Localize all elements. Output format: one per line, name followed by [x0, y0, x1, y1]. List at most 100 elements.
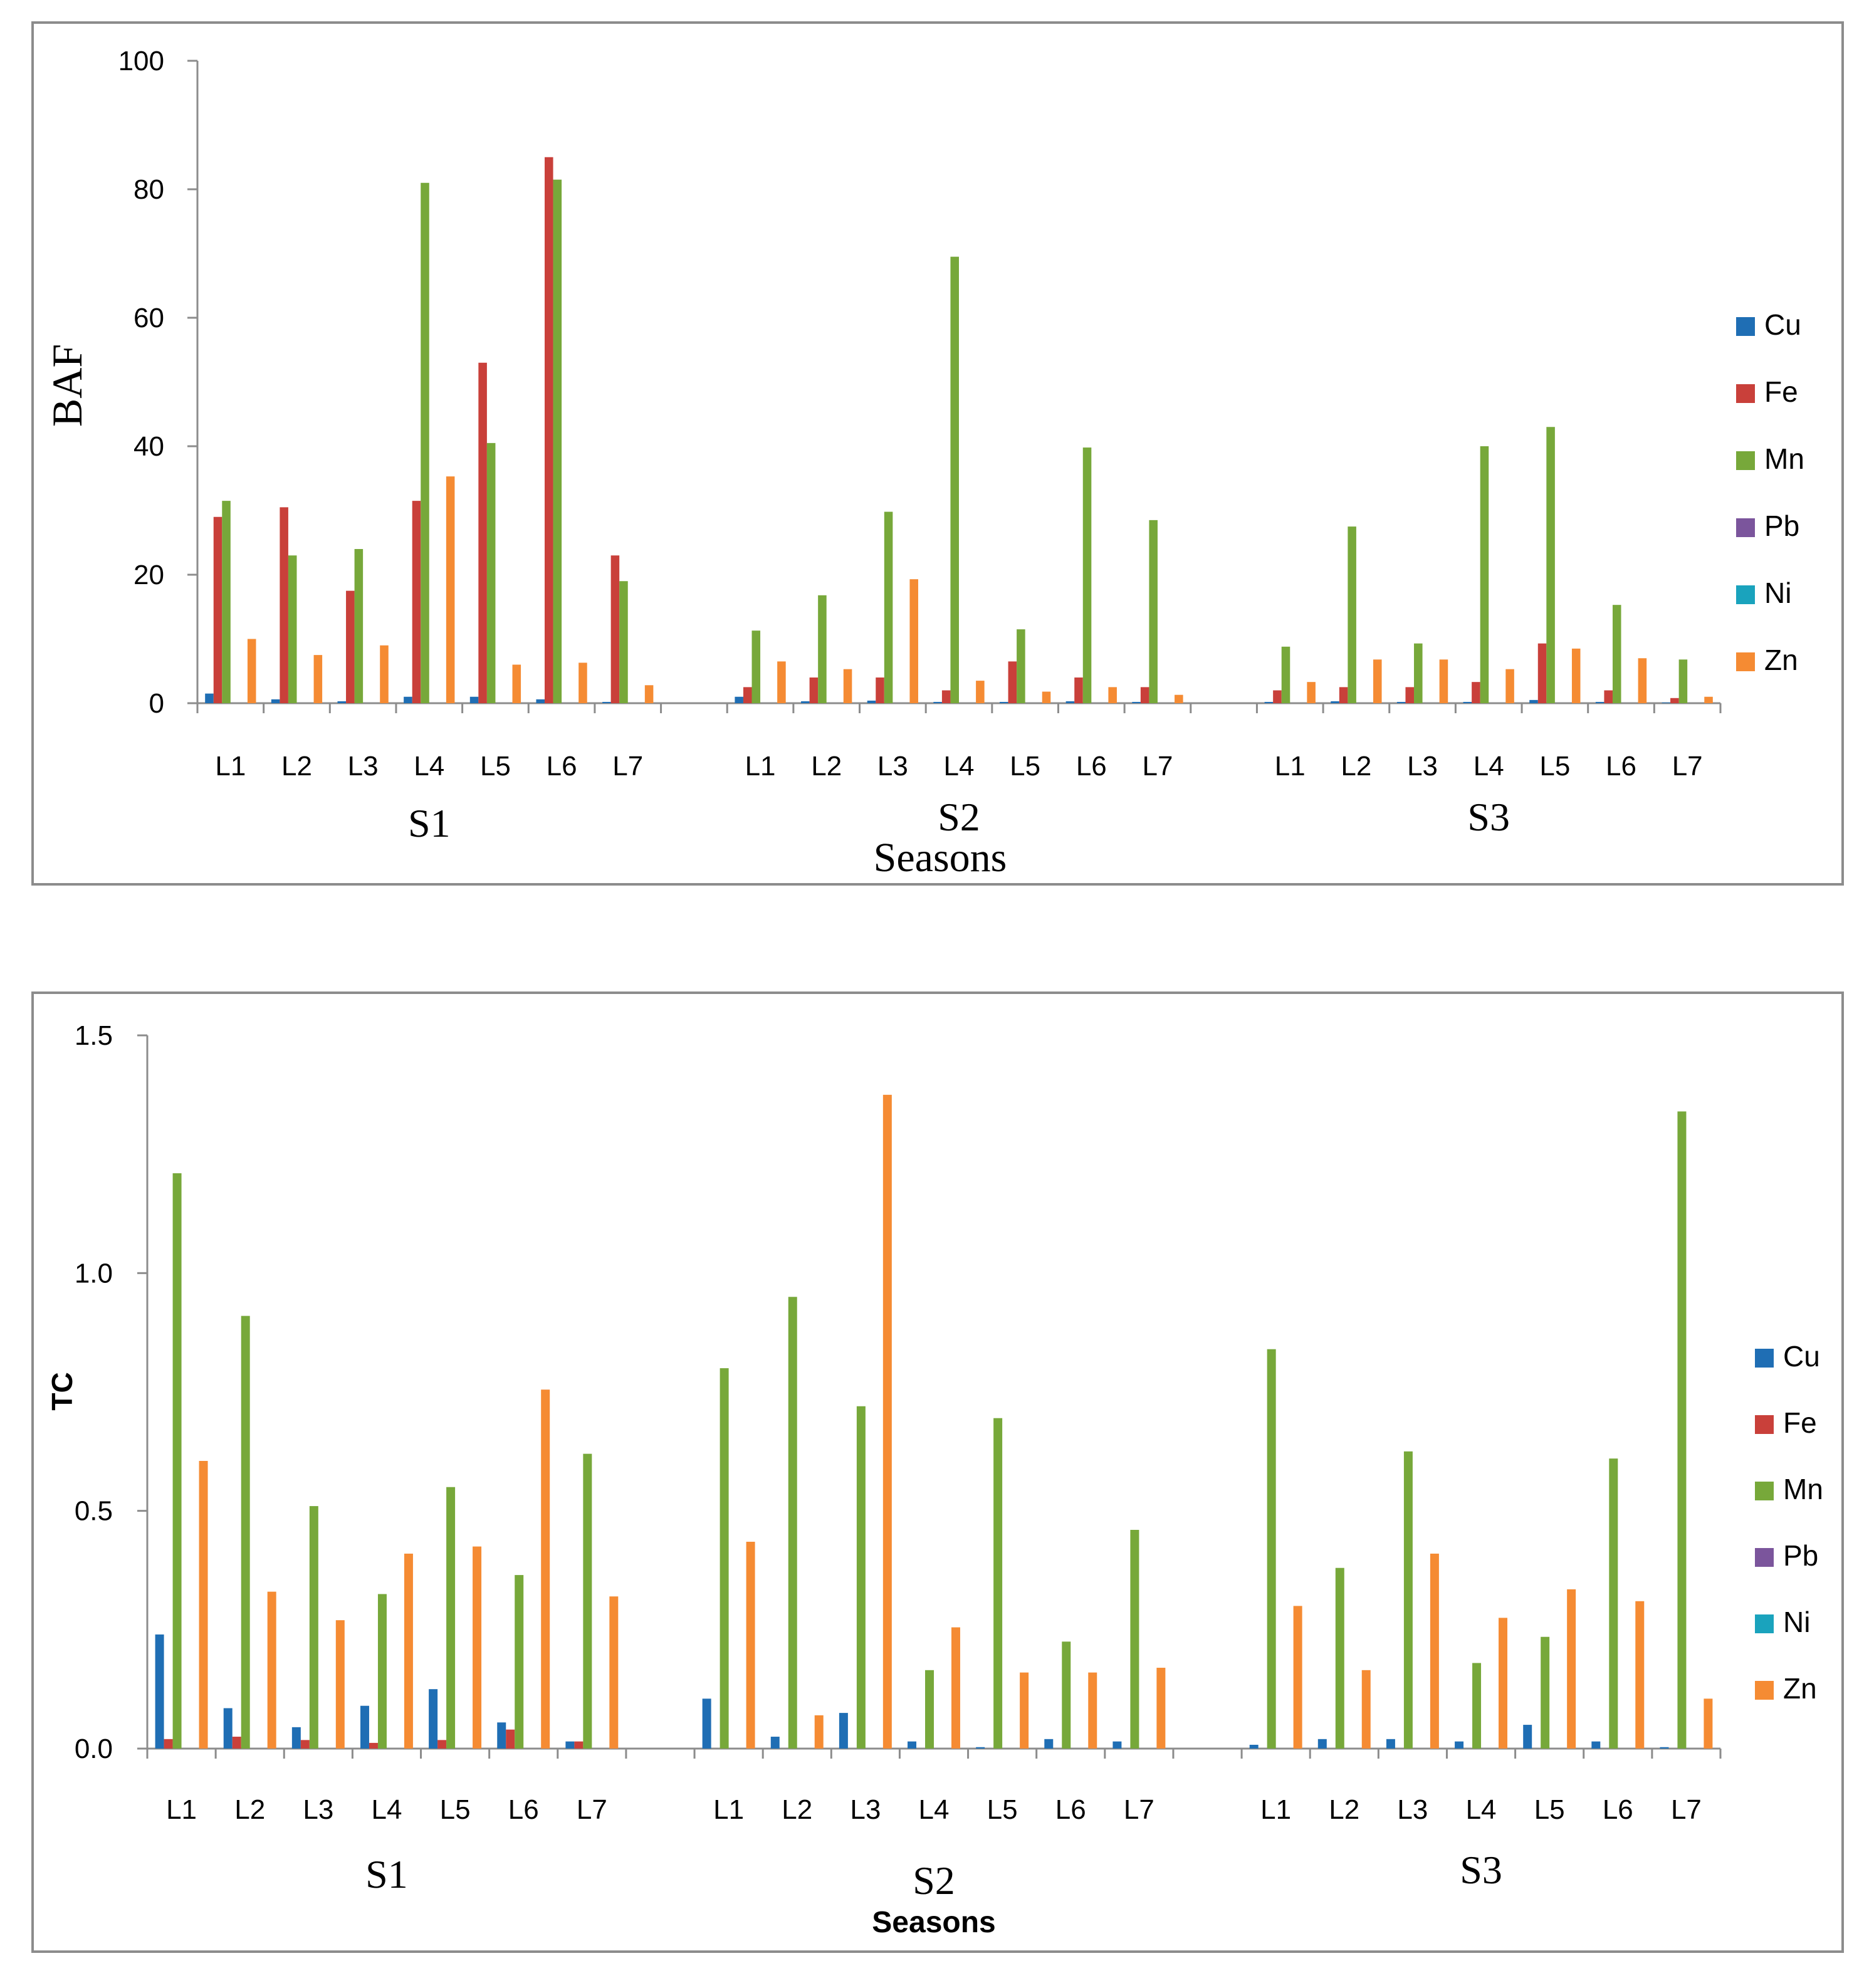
legend-label-pb: Pb: [1783, 1539, 1818, 1572]
x-category-label: L5: [480, 751, 511, 782]
x-category-label: L3: [1397, 1794, 1428, 1825]
bar-fe-s2-l2: [809, 677, 819, 703]
x-category-label: L3: [877, 751, 908, 782]
x-category-label: L7: [1142, 751, 1173, 782]
bar-mn-s2-l6: [1062, 1641, 1071, 1749]
bar-mn-s1-l3: [354, 549, 364, 703]
bar-mn-s2-l1: [751, 630, 761, 703]
bar-mn-s3-l6: [1612, 605, 1621, 703]
bar-zn-s1-l2: [313, 655, 323, 703]
y-tick-label: 1.0: [75, 1258, 113, 1289]
bar-cu-s3-l5: [1523, 1725, 1532, 1749]
bar-mn-s2-l3: [884, 511, 893, 703]
bar-zn-s2-l5: [1042, 691, 1051, 703]
bar-cu-s3-l4: [1463, 701, 1472, 703]
bar-fe-s3-l1: [1273, 690, 1282, 703]
bar-zn-s2-l2: [843, 669, 852, 703]
bar-mn-s1-l6: [553, 179, 562, 703]
legend-label-zn: Zn: [1783, 1672, 1817, 1705]
bar-zn-s2-l5: [1020, 1672, 1029, 1749]
bar-cu-s1-l7: [565, 1741, 575, 1749]
bar-zn-s1-l4: [446, 476, 455, 703]
legend-swatch-pb: [1736, 518, 1755, 537]
bar-cu-s3-l2: [1331, 701, 1339, 703]
bar-fe-s2-l6: [1074, 677, 1083, 703]
legend-label-ni: Ni: [1764, 577, 1791, 609]
bar-fe-s2-l4: [941, 690, 951, 703]
bar-mn-s3-l1: [1267, 1349, 1276, 1749]
baf-chart-frame: [31, 21, 1844, 886]
legend-swatch-ni: [1755, 1614, 1774, 1633]
bar-fe-s2-l7: [1140, 687, 1149, 703]
tc-y-axis-label: TC: [46, 1372, 78, 1410]
bar-zn-s1-l6: [541, 1389, 550, 1749]
bar-zn-s2-l3: [882, 1094, 892, 1749]
bar-cu-s1-l5: [469, 696, 479, 703]
y-tick-label: 60: [133, 303, 164, 333]
bar-zn-s1-l5: [512, 664, 521, 703]
bar-zn-s3-l7: [1704, 696, 1713, 703]
x-category-label: L6: [1055, 1794, 1086, 1825]
legend-label-zn: Zn: [1764, 644, 1798, 676]
bar-cu-s1-l1: [155, 1634, 164, 1749]
legend-label-fe: Fe: [1783, 1406, 1817, 1439]
legend-swatch-zn: [1736, 652, 1755, 671]
bar-mn-s1-l6: [515, 1575, 524, 1749]
bar-mn-s1-l1: [172, 1173, 182, 1749]
x-category-label: L1: [1260, 1794, 1291, 1825]
x-category-label: L1: [745, 751, 776, 782]
bar-zn-s1-l3: [335, 1620, 345, 1749]
bar-zn-s1-l4: [404, 1553, 413, 1749]
bar-mn-s3-l2: [1335, 1567, 1344, 1749]
bar-fe-s1-l6: [544, 157, 553, 703]
bar-mn-s2-l1: [720, 1368, 729, 1749]
legend-label-pb: Pb: [1764, 510, 1799, 542]
group-label: S3: [1467, 795, 1510, 839]
x-category-label: L2: [1341, 751, 1371, 782]
bar-zn-s2-l7: [1175, 694, 1183, 703]
bar-mn-s3-l1: [1281, 646, 1290, 703]
bar-cu-s3-l1: [1249, 1744, 1259, 1749]
bar-mn-s2-l6: [1082, 447, 1092, 703]
group-label: S1: [408, 801, 451, 845]
bar-cu-s1-l3: [337, 701, 347, 703]
x-category-label: L6: [547, 751, 577, 782]
x-category-label: L2: [281, 751, 312, 782]
y-tick-label: 0.0: [75, 1734, 113, 1764]
legend-swatch-pb: [1755, 1548, 1774, 1567]
bar-fe-s1-l3: [346, 590, 355, 703]
bar-cu-s2-l6: [1044, 1739, 1054, 1749]
tc-x-axis-title: Seasons: [872, 1906, 995, 1939]
legend-swatch-fe: [1755, 1415, 1774, 1434]
bar-zn-s2-l3: [909, 579, 918, 703]
bar-zn-s2-l6: [1088, 1672, 1097, 1749]
bar-zn-s2-l1: [746, 1541, 755, 1749]
tc-plot-area: 0.0 0.5 1.0 1.5 L1 L2 L3 L4 L5 L6 L7 S1 L1 L2 L3 L4 L5 L6…: [75, 1020, 1823, 1903]
bar-fe-s1-l5: [478, 362, 487, 703]
x-category-label: L3: [348, 751, 379, 782]
x-category-label: L1: [713, 1794, 744, 1825]
bar-cu-s2-l7: [1112, 1741, 1122, 1749]
x-category-label: L3: [850, 1794, 881, 1825]
legend-label-cu: Cu: [1764, 308, 1801, 341]
bar-mn-s2-l3: [856, 1406, 866, 1749]
bar-mn-s3-l5: [1546, 427, 1555, 703]
bar-cu-s2-l1: [702, 1698, 711, 1749]
bar-cu-s2-l4: [933, 701, 942, 703]
x-category-label: L7: [1671, 1794, 1702, 1825]
group-label: S2: [913, 1858, 955, 1903]
x-category-label: L6: [508, 1794, 539, 1825]
bar-cu-s2-l1: [735, 696, 743, 703]
x-category-label: L4: [944, 751, 975, 782]
x-category-label: L6: [1606, 751, 1636, 782]
bar-mn-s1-l3: [309, 1506, 318, 1749]
legend-label-ni: Ni: [1783, 1606, 1810, 1638]
bar-zn-s2-l1: [777, 661, 786, 703]
x-category-label: L6: [1076, 751, 1107, 782]
tc-chart-frame: [31, 991, 1844, 1953]
bar-zn-s3-l2: [1373, 659, 1382, 703]
legend-swatch-fe: [1736, 384, 1755, 403]
bar-mn-s3-l2: [1348, 526, 1356, 703]
bar-mn-s1-l2: [241, 1316, 250, 1749]
bar-zn-s2-l2: [814, 1715, 824, 1749]
